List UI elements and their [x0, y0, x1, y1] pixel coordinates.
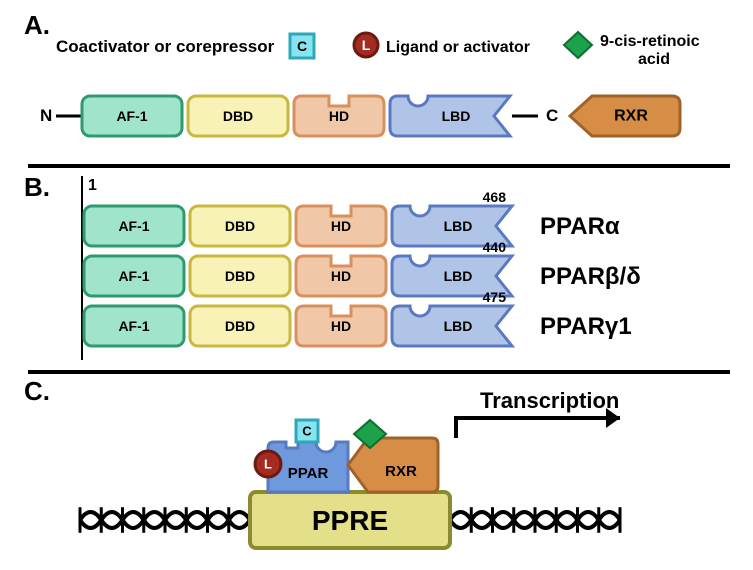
svg-text:RXR: RXR [385, 463, 417, 480]
svg-text:N: N [40, 106, 52, 125]
svg-text:440: 440 [483, 239, 507, 255]
svg-text:PPAR: PPAR [288, 465, 329, 482]
svg-text:Ligand or activator: Ligand or activator [386, 39, 530, 56]
svg-text:HD: HD [331, 268, 351, 284]
svg-text:LBD: LBD [442, 108, 471, 124]
svg-text:DBD: DBD [225, 218, 255, 234]
svg-text:LBD: LBD [444, 268, 473, 284]
svg-text:C: C [302, 424, 312, 439]
svg-text:C.: C. [24, 376, 50, 406]
svg-text:RXR: RXR [614, 108, 648, 125]
svg-text:HD: HD [331, 318, 351, 334]
svg-text:C: C [546, 106, 558, 125]
svg-text:LBD: LBD [444, 218, 473, 234]
svg-text:PPARβ/δ: PPARβ/δ [540, 263, 641, 290]
svg-text:Coactivator or corepressor: Coactivator or corepressor [56, 37, 275, 56]
svg-text:AF-1: AF-1 [116, 108, 147, 124]
svg-text:Transcription: Transcription [480, 388, 619, 413]
ppar-diagram: A. Coactivator or corepressor C L Ligand or … [0, 0, 753, 570]
svg-text:PPARα: PPARα [540, 213, 620, 240]
svg-text:DBD: DBD [225, 268, 255, 284]
svg-text:LBD: LBD [444, 318, 473, 334]
svg-text:475: 475 [483, 289, 507, 305]
svg-text:B.: B. [24, 172, 50, 202]
svg-text:468: 468 [483, 189, 507, 205]
svg-text:C: C [297, 38, 307, 54]
svg-text:PPRE: PPRE [312, 505, 388, 536]
svg-text:AF-1: AF-1 [118, 268, 149, 284]
svg-text:L: L [264, 457, 272, 472]
svg-text:9-cis-retinoic: 9-cis-retinoic [600, 33, 700, 50]
svg-text:PPARγ1: PPARγ1 [540, 313, 632, 340]
svg-text:AF-1: AF-1 [118, 218, 149, 234]
svg-text:L: L [362, 37, 371, 53]
svg-text:A.: A. [24, 10, 50, 40]
svg-text:1: 1 [88, 177, 97, 194]
svg-text:DBD: DBD [225, 318, 255, 334]
svg-text:DBD: DBD [223, 108, 253, 124]
svg-text:HD: HD [329, 108, 349, 124]
svg-text:AF-1: AF-1 [118, 318, 149, 334]
svg-text:HD: HD [331, 218, 351, 234]
svg-text:acid: acid [638, 51, 670, 68]
